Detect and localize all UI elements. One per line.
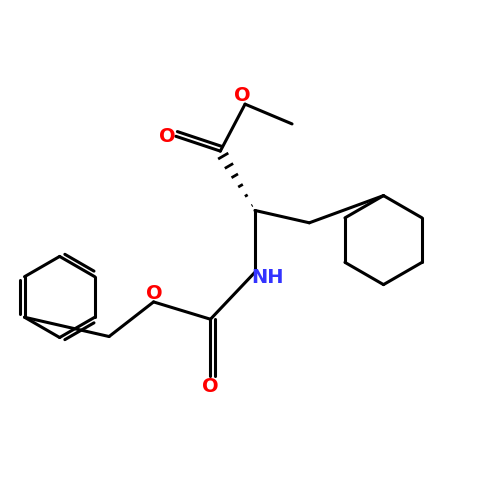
Text: O: O [158,127,175,146]
Text: O: O [202,378,219,396]
Text: NH: NH [251,268,284,286]
Text: O: O [234,86,251,104]
Text: O: O [146,284,163,302]
